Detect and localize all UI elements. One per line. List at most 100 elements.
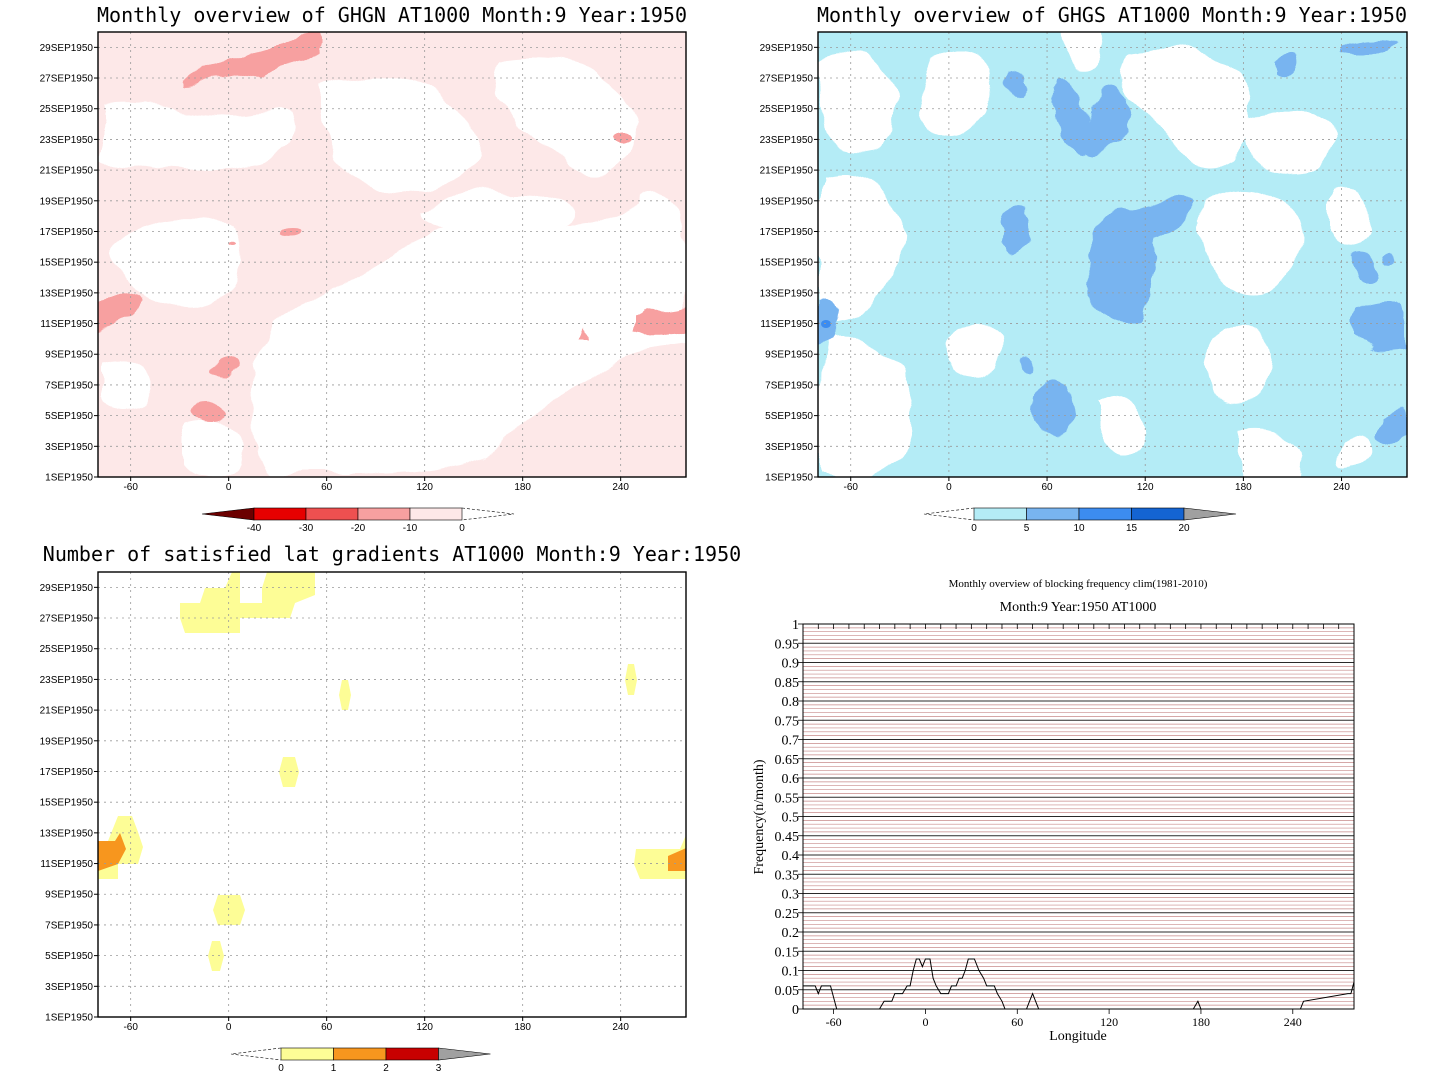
panel-ghgs: Monthly overview of GHGS AT1000 Month:9 …: [760, 3, 1408, 534]
ghgs-x-tick-label: 180: [1235, 482, 1252, 493]
ghgn-y-tick-label: 15SEP1950: [40, 258, 94, 269]
ghgn-y-axis: 1SEP1950 3SEP1950 5SEP1950 7SEP1950 9SEP1950…: [40, 43, 98, 484]
ghgn-y-tick-label: 7SEP1950: [45, 380, 93, 391]
blocking-xlabel: Longitude: [1049, 1029, 1107, 1044]
lat-gradients-y-tick-label: 15SEP1950: [40, 798, 94, 809]
lat-gradients-y-tick-label: 1SEP1950: [45, 1013, 93, 1024]
ghgn-y-tick-label: 13SEP1950: [40, 288, 94, 299]
ghgs-y-tick-label: 9SEP1950: [765, 350, 813, 361]
blocking-y-tick-label: 0.2: [782, 926, 800, 941]
blocking-x-tick-label: -60: [826, 1015, 842, 1029]
ghgs-y-tick-label: 5SEP1950: [765, 411, 813, 422]
ghgn-y-tick-label: 29SEP1950: [40, 43, 94, 54]
lat-gradients-x-tick-label: 60: [321, 1022, 333, 1033]
lat-gradients-gridlines: [98, 572, 686, 1017]
lat-gradients-y-tick-label: 29SEP1950: [40, 583, 94, 594]
ghgs-colorbar-label: 20: [1178, 523, 1190, 534]
blocking-y-tick-label: 0.55: [775, 791, 800, 806]
ghgs-y-tick-label: 29SEP1950: [760, 43, 814, 54]
ghgn-colorbar: -40 -30 -20 -10 0: [201, 507, 515, 534]
blocking-y-tick-label: 0.8: [782, 695, 800, 710]
blocking-y-tick-label: 0.05: [775, 984, 800, 999]
ghgs-x-tick-label: 120: [1137, 482, 1154, 493]
lat-gradients-y-tick-label: 7SEP1950: [45, 920, 93, 931]
blocking-x-tick-label: 60: [1011, 1015, 1023, 1029]
blocking-top-ticks: [802, 624, 1355, 629]
blocking-hatch-lines: [803, 623, 1354, 1010]
lat-gradients-colorbar-low-end: [230, 1047, 282, 1061]
lat-gradients-colorbar-high-end: [438, 1047, 491, 1061]
ghgn-title: Monthly overview of GHGN AT1000 Month:9 …: [97, 3, 687, 27]
ghgn-x-tick-label: 120: [416, 482, 433, 493]
blocking-y-tick-label: 0: [792, 1003, 799, 1018]
lat-gradients-colorbar: 0 1 2 3: [230, 1047, 491, 1074]
ghgn-negative-regions: [98, 32, 686, 421]
ghgs-title: Monthly overview of GHGS AT1000 Month:9 …: [817, 3, 1407, 27]
ghgs-colorbar-segment: [1026, 507, 1080, 521]
ghgn-x-tick-label: 60: [321, 482, 333, 493]
ghgn-colorbar-segment: [305, 507, 359, 521]
blocking-y-axis: 0 0.05 0.1 0.15 0.2 0.25 0.3 0.35 0.4 0.45 0.5 0.55…: [775, 618, 803, 1018]
ghgs-y-tick-label: 23SEP1950: [760, 135, 814, 146]
ghgn-colorbar-label: -40: [247, 523, 262, 534]
ghgn-y-tick-label: 23SEP1950: [40, 135, 94, 146]
blocking-y-tick-label: 1: [792, 618, 799, 633]
lat-gradients-y-tick-label: 21SEP1950: [40, 706, 94, 717]
ghgn-colorbar-label: 0: [459, 523, 465, 534]
lat-gradients-x-axis: -60 0 60 120 180 240: [123, 1017, 629, 1033]
lat-gradients-frame: [97, 571, 687, 1018]
ghgs-colorbar-label: 10: [1073, 523, 1085, 534]
ghgn-frame: [97, 31, 687, 478]
panel-lat-gradients: Number of satisfied lat gradients AT1000…: [40, 542, 742, 1074]
lat-gradients-colorbar-segment: [280, 1047, 334, 1061]
lat-gradients-colorbar-label: 0: [278, 1063, 284, 1074]
ghgs-x-tick-label: 0: [946, 482, 952, 493]
ghgn-colorbar-label: -20: [351, 523, 366, 534]
blocking-y-tick-label: 0.85: [775, 676, 800, 691]
ghgn-colorbar-label: -10: [403, 523, 418, 534]
panel-ghgn: Monthly overview of GHGN AT1000 Month:9 …: [40, 3, 687, 534]
ghgs-x-tick-label: -60: [843, 482, 858, 493]
blocking-title: Monthly overview of blocking frequency c…: [949, 578, 1208, 590]
ghgs-y-axis: 1SEP1950 3SEP1950 5SEP1950 7SEP1950 9SEP1950…: [760, 43, 818, 484]
lat-gradients-x-tick-label: 0: [226, 1022, 232, 1033]
ghgn-white-regions: [100, 57, 686, 477]
ghgs-y-tick-label: 25SEP1950: [760, 104, 814, 115]
ghgs-gridlines: [818, 32, 1407, 477]
blocking-y-tick-label: 0.25: [775, 907, 800, 922]
ghgs-colorbar-label: 0: [971, 523, 977, 534]
ghgs-colorbar-segment: [1078, 507, 1132, 521]
ghgs-y-tick-label: 21SEP1950: [760, 166, 814, 177]
ghgs-y-tick-label: 15SEP1950: [760, 258, 814, 269]
ghgs-field: [818, 32, 1407, 477]
lat-gradients-x-tick-label: 240: [612, 1022, 629, 1033]
ghgs-colorbar-segment: [973, 507, 1027, 521]
ghgn-colorbar-high-end: [461, 507, 515, 521]
lat-gradients-level2-regions: [98, 833, 686, 871]
lat-gradients-y-tick-label: 11SEP1950: [40, 859, 93, 870]
ghgn-field: [98, 32, 686, 477]
ghgs-white-regions: [818, 32, 1373, 477]
ghgs-colorbar-label: 5: [1024, 523, 1030, 534]
ghgs-x-tick-label: 60: [1041, 482, 1053, 493]
lat-gradients-colorbar-label: 3: [436, 1063, 442, 1074]
ghgs-colorbar-high-end: [1183, 507, 1237, 521]
blocking-y-tick-label: 0.1: [782, 965, 800, 980]
lat-gradients-y-tick-label: 13SEP1950: [40, 828, 94, 839]
blocking-y-tick-label: 0.45: [775, 830, 800, 845]
ghgs-colorbar-label: 15: [1126, 523, 1138, 534]
ghgn-colorbar-segment: [253, 507, 307, 521]
blocking-y-tick-label: 0.15: [775, 945, 800, 960]
ghgn-y-tick-label: 25SEP1950: [40, 104, 94, 115]
blocking-y-tick-label: 0.95: [775, 637, 800, 652]
lat-gradients-y-tick-label: 27SEP1950: [40, 614, 94, 625]
lat-gradients-x-tick-label: 120: [416, 1022, 433, 1033]
ghgn-x-tick-label: -60: [123, 482, 138, 493]
blocking-y-tick-label: 0.75: [775, 714, 800, 729]
blocking-y-tick-label: 0.7: [782, 734, 800, 749]
ghgn-colorbar-label: -30: [299, 523, 314, 534]
ghgn-y-tick-label: 27SEP1950: [40, 74, 94, 85]
ghgn-colorbar-low-end: [201, 507, 255, 521]
ghgn-y-tick-label: 19SEP1950: [40, 196, 94, 207]
